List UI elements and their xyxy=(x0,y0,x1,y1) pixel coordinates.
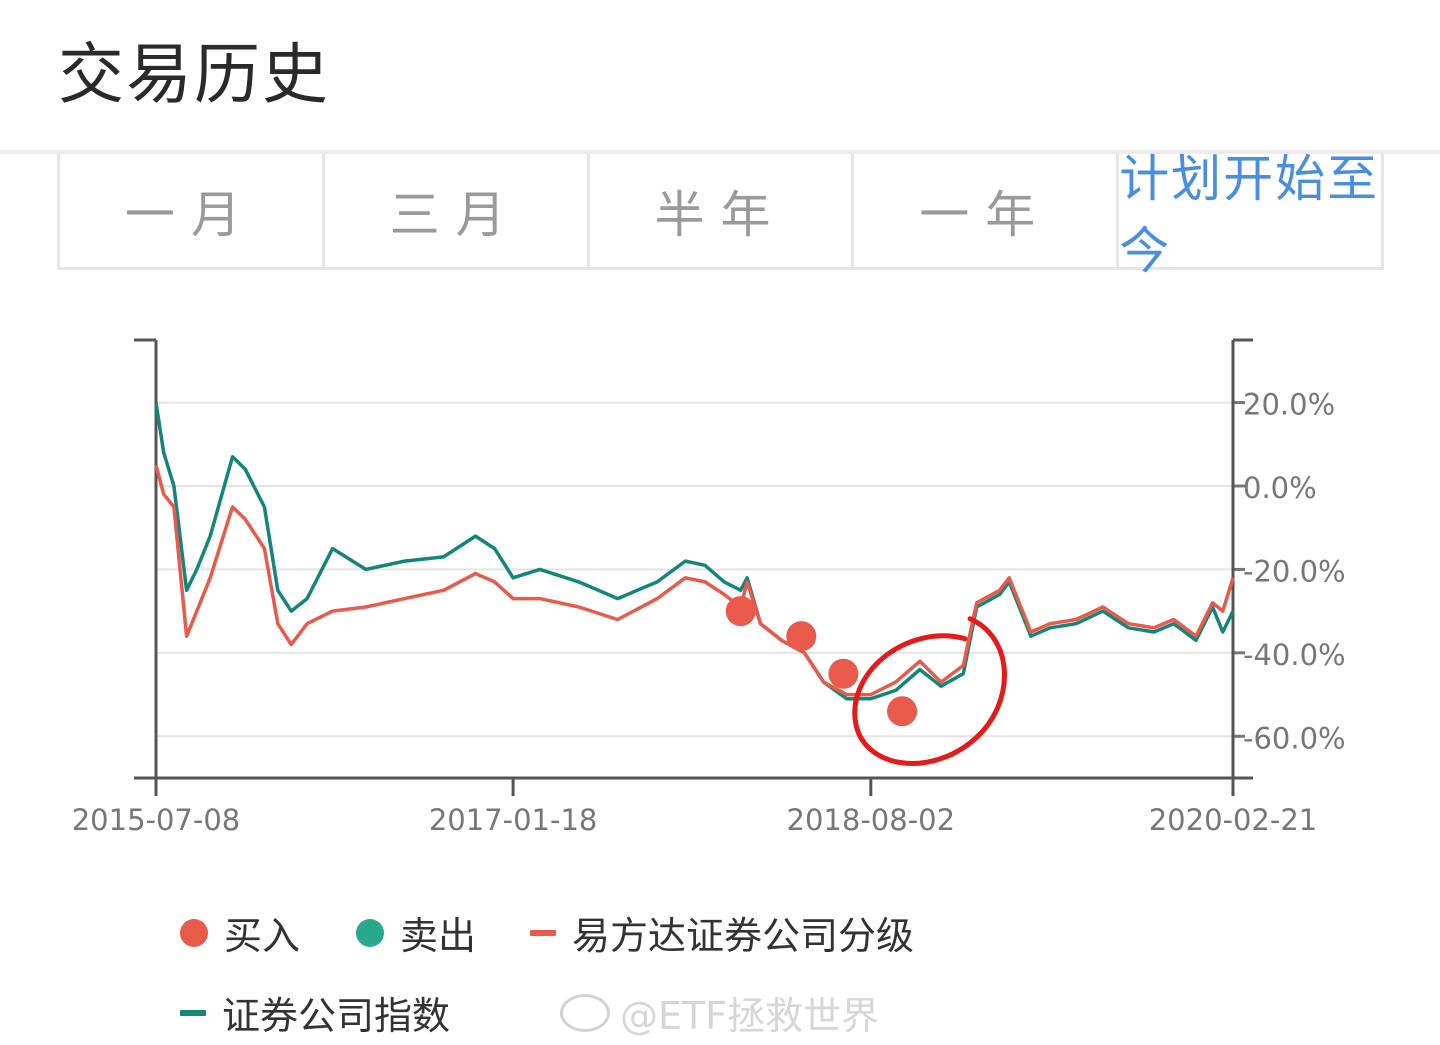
y-tick-label: -40.0% xyxy=(1243,638,1346,672)
performance-chart: 20.0% 0.0% -20.0% -40.0% -60.0% 2015-07-08 201… xyxy=(0,300,1440,860)
header-divider xyxy=(0,150,1440,154)
chart-svg: 20.0% 0.0% -20.0% -40.0% -60.0% 2015-07-08 201… xyxy=(72,338,1346,837)
legend-item-sell: 卖出 xyxy=(356,905,476,960)
series-line-index xyxy=(154,402,1235,701)
y-tick-label: 20.0% xyxy=(1243,388,1335,422)
fund-line-icon xyxy=(530,929,556,936)
legend-item-buy: 买入 xyxy=(180,905,300,960)
legend-item-index: 证券公司指数 xyxy=(180,985,450,1040)
buy-marker xyxy=(725,596,756,627)
legend-index-label: 证券公司指数 xyxy=(222,994,451,1038)
y-tick-label: -20.0% xyxy=(1243,554,1346,588)
buy-marker xyxy=(887,696,918,727)
tab-one-year[interactable]: 一年 xyxy=(854,154,1120,267)
chart-legend: 买入 卖出 易方达证券公司分级 证券公司指数 xyxy=(180,895,1180,1038)
legend-item-fund: 易方达证券公司分级 xyxy=(530,905,914,960)
x-tick-label: 2017-01-18 xyxy=(429,803,598,837)
watermark-text: @ETF拯救世界 xyxy=(620,994,880,1038)
tab-since-plan-start[interactable]: 计划开始至今 xyxy=(1119,149,1380,280)
buy-marker xyxy=(828,658,859,689)
legend-fund-label: 易方达证券公司分级 xyxy=(572,914,915,958)
tab-three-months[interactable]: 三月 xyxy=(325,154,590,267)
tab-one-month[interactable]: 一月 xyxy=(60,154,325,267)
annotation-circle xyxy=(852,616,1007,766)
x-tick-label: 2018-08-02 xyxy=(787,803,956,837)
x-tick-label: 2020-02-21 xyxy=(1149,803,1318,837)
weibo-icon xyxy=(560,993,610,1032)
y-tick-label: 0.0% xyxy=(1243,471,1317,505)
buy-dot-icon xyxy=(180,918,208,947)
x-tick-label: 2015-07-08 xyxy=(72,803,241,837)
index-line-icon xyxy=(180,1009,206,1016)
sell-dot-icon xyxy=(356,918,384,947)
buy-marker xyxy=(786,621,817,652)
legend-sell-label: 卖出 xyxy=(400,914,477,958)
tab-half-year[interactable]: 半年 xyxy=(590,154,855,267)
page-title: 交易历史 xyxy=(58,36,330,113)
y-tick-label: -60.0% xyxy=(1243,721,1346,755)
watermark: @ETF拯救世界 xyxy=(560,985,879,1040)
legend-buy-label: 买入 xyxy=(224,914,301,958)
time-range-tabs: 一月 三月 半年 一年 计划开始至今 xyxy=(57,149,1384,280)
